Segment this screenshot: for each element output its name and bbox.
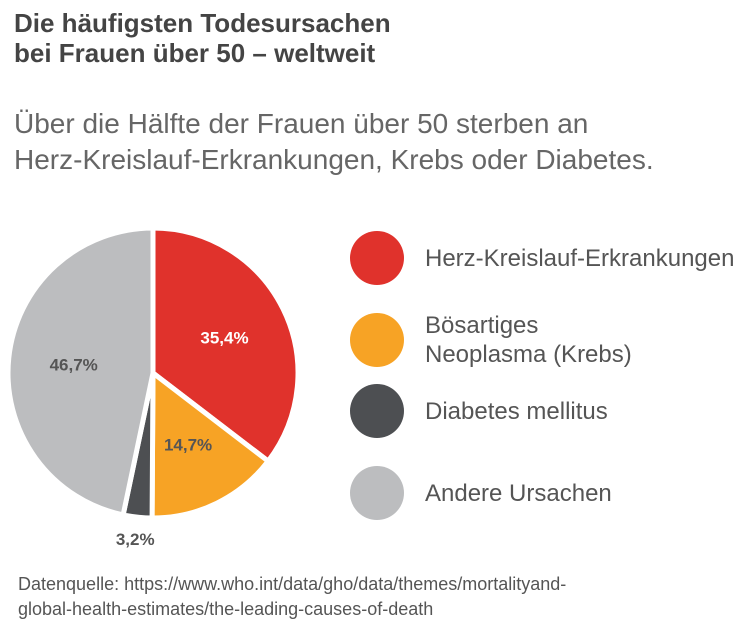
chart-title: bei Frauen über 50 – weltweit [14, 38, 376, 68]
legend-swatch [350, 466, 404, 520]
source-note: global-health-estimates/the-leading-caus… [18, 599, 433, 619]
chart-subtitle: Über die Hälfte der Frauen über 50 sterb… [14, 108, 588, 139]
legend-label: Bösartiges Neoplasma (Krebs) [425, 312, 632, 368]
legend-label: Diabetes mellitus [425, 397, 608, 425]
pie-slice [5, 225, 156, 518]
legend-label: Herz-Kreislauf-Erkrankungen [425, 244, 735, 272]
data-label: 35,4% [200, 329, 248, 348]
data-label: 3,2% [116, 530, 155, 549]
chart-title: Die häufigsten Todesursachen [14, 8, 391, 38]
data-label: 14,7% [164, 436, 212, 455]
source-note: Datenquelle: https://www.who.int/data/gh… [18, 574, 566, 594]
legend-swatch [350, 231, 404, 285]
chart-subtitle: Herz-Kreislauf-Erkrankungen, Krebs oder … [14, 144, 654, 175]
legend-swatch [350, 384, 404, 438]
pie-slice [149, 370, 271, 521]
pie-slice [150, 225, 301, 464]
legend-label: Andere Ursachen [425, 479, 612, 507]
legend-swatch [350, 313, 404, 367]
data-label: 46,7% [50, 356, 98, 375]
